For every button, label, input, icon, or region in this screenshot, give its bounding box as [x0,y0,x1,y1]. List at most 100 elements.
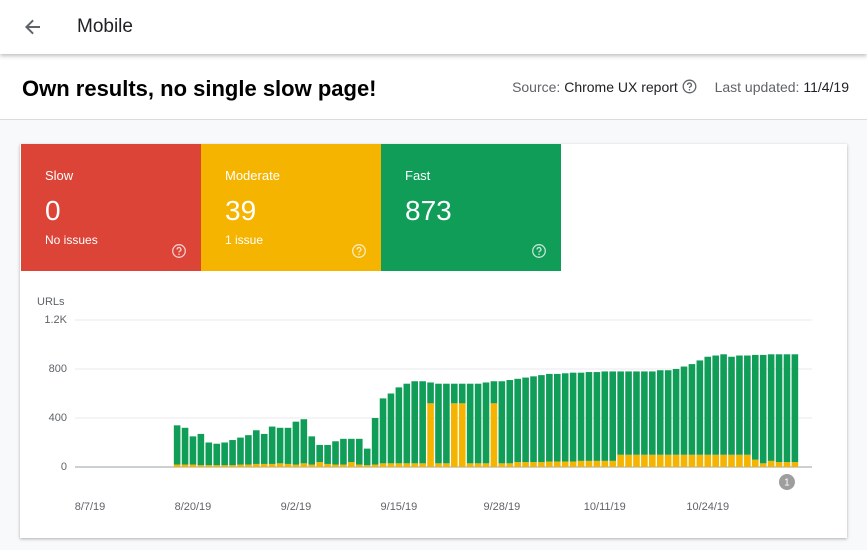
bar-segment [411,463,419,467]
bar-segment [245,464,252,467]
bar-segment [704,356,712,455]
status-card[interactable]: Fast 873 [381,144,561,271]
y-tick-label: 800 [49,363,67,375]
help-icon[interactable] [171,243,187,259]
bar-segment [546,461,553,467]
bar-segment [213,465,221,467]
bar-segment [237,464,244,467]
bar-segment [276,427,284,464]
bar-segment [284,427,292,464]
card-value: 873 [405,195,452,226]
bar-segment [371,464,379,467]
card-label: Moderate [225,168,280,183]
bar-segment [403,383,411,464]
help-icon[interactable] [351,243,367,259]
bar-segment [546,373,553,462]
bar-segment [736,454,743,467]
bar-segment [466,463,474,467]
x-tick-label: 9/15/19 [381,501,418,513]
bar-segment [253,430,260,464]
bar-segment [482,463,490,467]
bar-segment [736,355,743,455]
bar-segment [728,356,735,455]
bar-segment [221,442,228,466]
bar-segment [569,372,577,462]
x-tick-label: 9/2/19 [281,501,312,513]
bar-segment [229,465,236,467]
bar-segment [617,454,624,467]
bar-segment [260,433,268,464]
bar-segment [783,354,791,463]
source: Chrome UX report [564,79,678,95]
bar-segment [530,462,537,467]
source-label: Source: [512,79,561,95]
status-card[interactable]: Moderate 39 1 issue [201,144,381,271]
bar-segment [704,454,712,467]
bar-segment [514,462,521,467]
bar-segment [427,382,434,404]
bar-segment [680,454,688,467]
bar-segment [205,465,213,467]
bar-segment [664,370,672,455]
bar-segment [379,463,387,467]
bar-segment [514,378,521,463]
bar-segment [466,383,474,464]
header-title: Mobile [77,16,133,37]
bar-segment [783,462,791,467]
bar-segment [601,460,609,467]
bar-segment [720,354,727,455]
back-button[interactable] [22,16,44,38]
x-tick-label: 8/20/19 [175,501,212,513]
card-note: 1 issue [225,233,264,247]
bar-segment [316,444,323,463]
y-axis-title: URLs [37,296,65,308]
bar-segment [490,403,498,467]
bar-segment [656,370,664,455]
bar-segment [443,463,450,467]
annotation-marker[interactable] [778,474,795,490]
bar-segment [379,398,387,464]
bar-segment [458,383,466,404]
bar-segment [609,371,617,461]
bar-segment [395,463,403,467]
bar-segment [173,464,181,467]
bar-segment [775,462,783,467]
bar-segment [720,454,727,467]
bar-segment [506,380,514,464]
bar-segment [751,459,759,467]
bar-segment [395,387,403,464]
bar-segment [672,369,680,455]
bar-segment [474,463,482,467]
updated-label: Last updated: [714,79,800,95]
help-icon[interactable] [682,79,697,94]
bar-segment [664,454,672,467]
x-tick-label: 10/24/19 [686,501,729,513]
bar-segment [363,465,371,467]
status-card[interactable]: Slow 0 No issues [21,144,201,271]
bar-segment [260,463,268,467]
meta: Source: Chrome UX report Last updated: 1… [512,79,849,95]
bar-segment [490,381,498,404]
bar-segment [767,460,775,467]
bar-segment [363,448,371,466]
bar-segment [696,360,704,455]
bar-segment [759,463,767,467]
x-tick-label: 9/28/19 [483,501,520,513]
bar-segment [332,441,339,465]
bar-segment [371,418,379,465]
bar-segment [775,354,783,463]
bar-segment [332,464,339,467]
bar-segment [688,454,696,467]
bar-segment [522,462,529,467]
bar-segment [649,454,656,467]
bar-segment [672,454,680,467]
bar-segment [585,372,593,461]
bar-segment [443,383,450,464]
bar-segment [387,463,395,467]
bar-segment [419,381,426,464]
bar-segment [451,403,458,467]
bar-segment [237,437,244,465]
bar-segment [498,463,506,467]
bar-segment [435,463,442,467]
help-icon[interactable] [531,243,547,259]
